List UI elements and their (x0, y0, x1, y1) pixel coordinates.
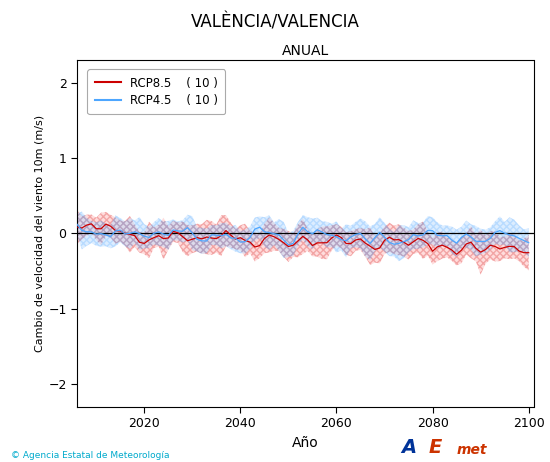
Text: E: E (429, 438, 442, 457)
Legend: RCP8.5    ( 10 ), RCP4.5    ( 10 ): RCP8.5 ( 10 ), RCP4.5 ( 10 ) (87, 69, 225, 114)
Title: ANUAL: ANUAL (282, 43, 329, 57)
Y-axis label: Cambio de velocidad del viento 10m (m/s): Cambio de velocidad del viento 10m (m/s) (34, 115, 44, 352)
Text: VALÈNCIA/VALENCIA: VALÈNCIA/VALENCIA (190, 14, 360, 32)
X-axis label: Año: Año (292, 436, 318, 450)
Text: A: A (402, 438, 417, 457)
Text: met: met (456, 444, 487, 457)
Text: © Agencia Estatal de Meteorología: © Agencia Estatal de Meteorología (11, 451, 169, 460)
